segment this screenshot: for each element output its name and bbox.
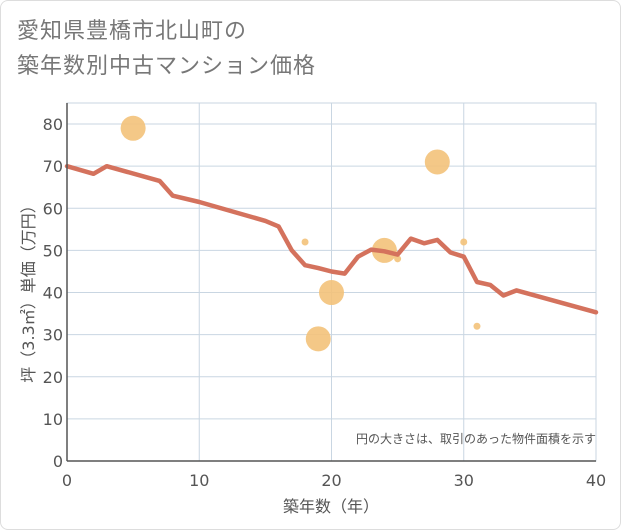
tick-labels: 0 10 20 30 40 50 60 70 80 0 10 20 30 40 (43, 115, 607, 490)
data-point (473, 322, 481, 330)
data-point (305, 326, 331, 352)
x-tick-label: 40 (586, 471, 606, 490)
data-point (319, 280, 344, 306)
trend-line-layer (64, 163, 599, 315)
series-line (64, 163, 599, 315)
y-tick-label: 30 (43, 326, 63, 345)
y-tick-label: 60 (43, 199, 63, 218)
size-annotation: 円の大きさは、取引のあった物件面積を示す (356, 431, 596, 446)
bubbles-layer (120, 115, 481, 352)
x-tick-label: 20 (321, 471, 341, 490)
y-tick-label: 70 (43, 157, 63, 176)
y-tick-label: 40 (43, 284, 63, 303)
y-axis-label: 坪（3.3㎡）単価（万円） (19, 197, 38, 382)
x-axis-label: 築年数（年） (283, 497, 379, 516)
y-tick-label: 10 (43, 410, 63, 429)
axes (66, 103, 596, 462)
data-point (301, 238, 309, 246)
data-point (424, 149, 450, 175)
y-tick-label: 50 (43, 241, 63, 260)
data-point (394, 255, 402, 263)
data-point (460, 238, 468, 246)
x-tick-label: 30 (454, 471, 474, 490)
y-tick-label: 0 (53, 452, 63, 471)
title-line-2: 築年数別中古マンション価格 (17, 54, 317, 79)
y-tick-label: 20 (43, 368, 63, 387)
chart-title: 愛知県豊橋市北山町の 築年数別中古マンション価格 (17, 14, 316, 84)
data-point (120, 115, 146, 141)
title-line-1: 愛知県豊橋市北山町の (17, 19, 248, 44)
x-tick-label: 10 (189, 471, 209, 490)
y-tick-label: 80 (43, 115, 63, 134)
x-tick-label: 0 (62, 471, 72, 490)
